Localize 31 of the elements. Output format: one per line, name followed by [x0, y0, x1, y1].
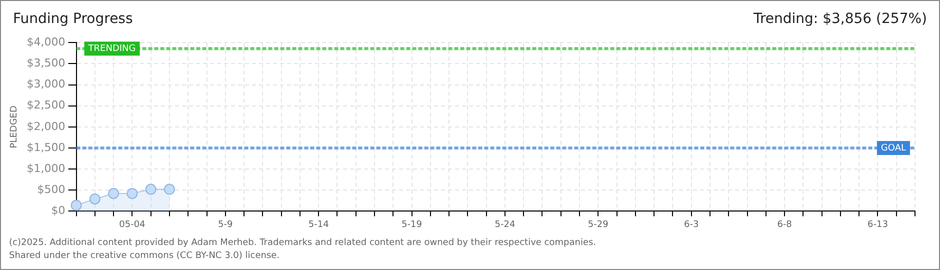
point	[108, 188, 120, 199]
text: Trending: $3,856 (257%)	[753, 11, 927, 27]
point	[145, 184, 156, 195]
x-tick-label: 5-19	[402, 220, 422, 230]
x-tick-label: 5-14	[308, 220, 330, 230]
y-tick-label: $3,000	[26, 78, 66, 91]
x-tick-label: 6-8	[777, 220, 792, 230]
y-tick-label: $4,000	[26, 35, 66, 48]
x-tick-label: 6-13	[868, 220, 888, 230]
ref-line-label: TRENDING	[87, 44, 136, 54]
y-tick-label: $1,000	[26, 162, 66, 175]
point	[126, 188, 138, 199]
chart-title: Funding Progress	[13, 11, 133, 27]
x-tick-label: 5-24	[494, 220, 516, 230]
point	[164, 184, 175, 195]
x-tick-label: 6-3	[684, 220, 699, 230]
x-tick-label: 5-29	[588, 220, 609, 230]
y-tick-label: $3,500	[26, 56, 66, 70]
y-tick-label: $1,500	[26, 140, 66, 154]
y-tick-label: $500	[37, 182, 66, 196]
y-tick-label: $2,500	[26, 98, 66, 112]
ref-line-label: GOAL	[880, 143, 906, 154]
y-axis-title: PLEDGED	[10, 106, 20, 148]
x-tick-label: 05-04	[119, 220, 146, 230]
point	[89, 193, 100, 204]
x-tick-label: 5-9	[218, 220, 234, 230]
y-tick-label: $0	[51, 204, 66, 218]
text: Shared under the creative commons (CC BY-NC 3.0) license.	[9, 250, 281, 263]
y-tick-label: $2,000	[26, 120, 66, 133]
point	[70, 200, 82, 211]
text: (c)2025. Additional content provided by Adam Merheb. Trademarks and related content are owned by their respective companies.	[9, 237, 596, 250]
